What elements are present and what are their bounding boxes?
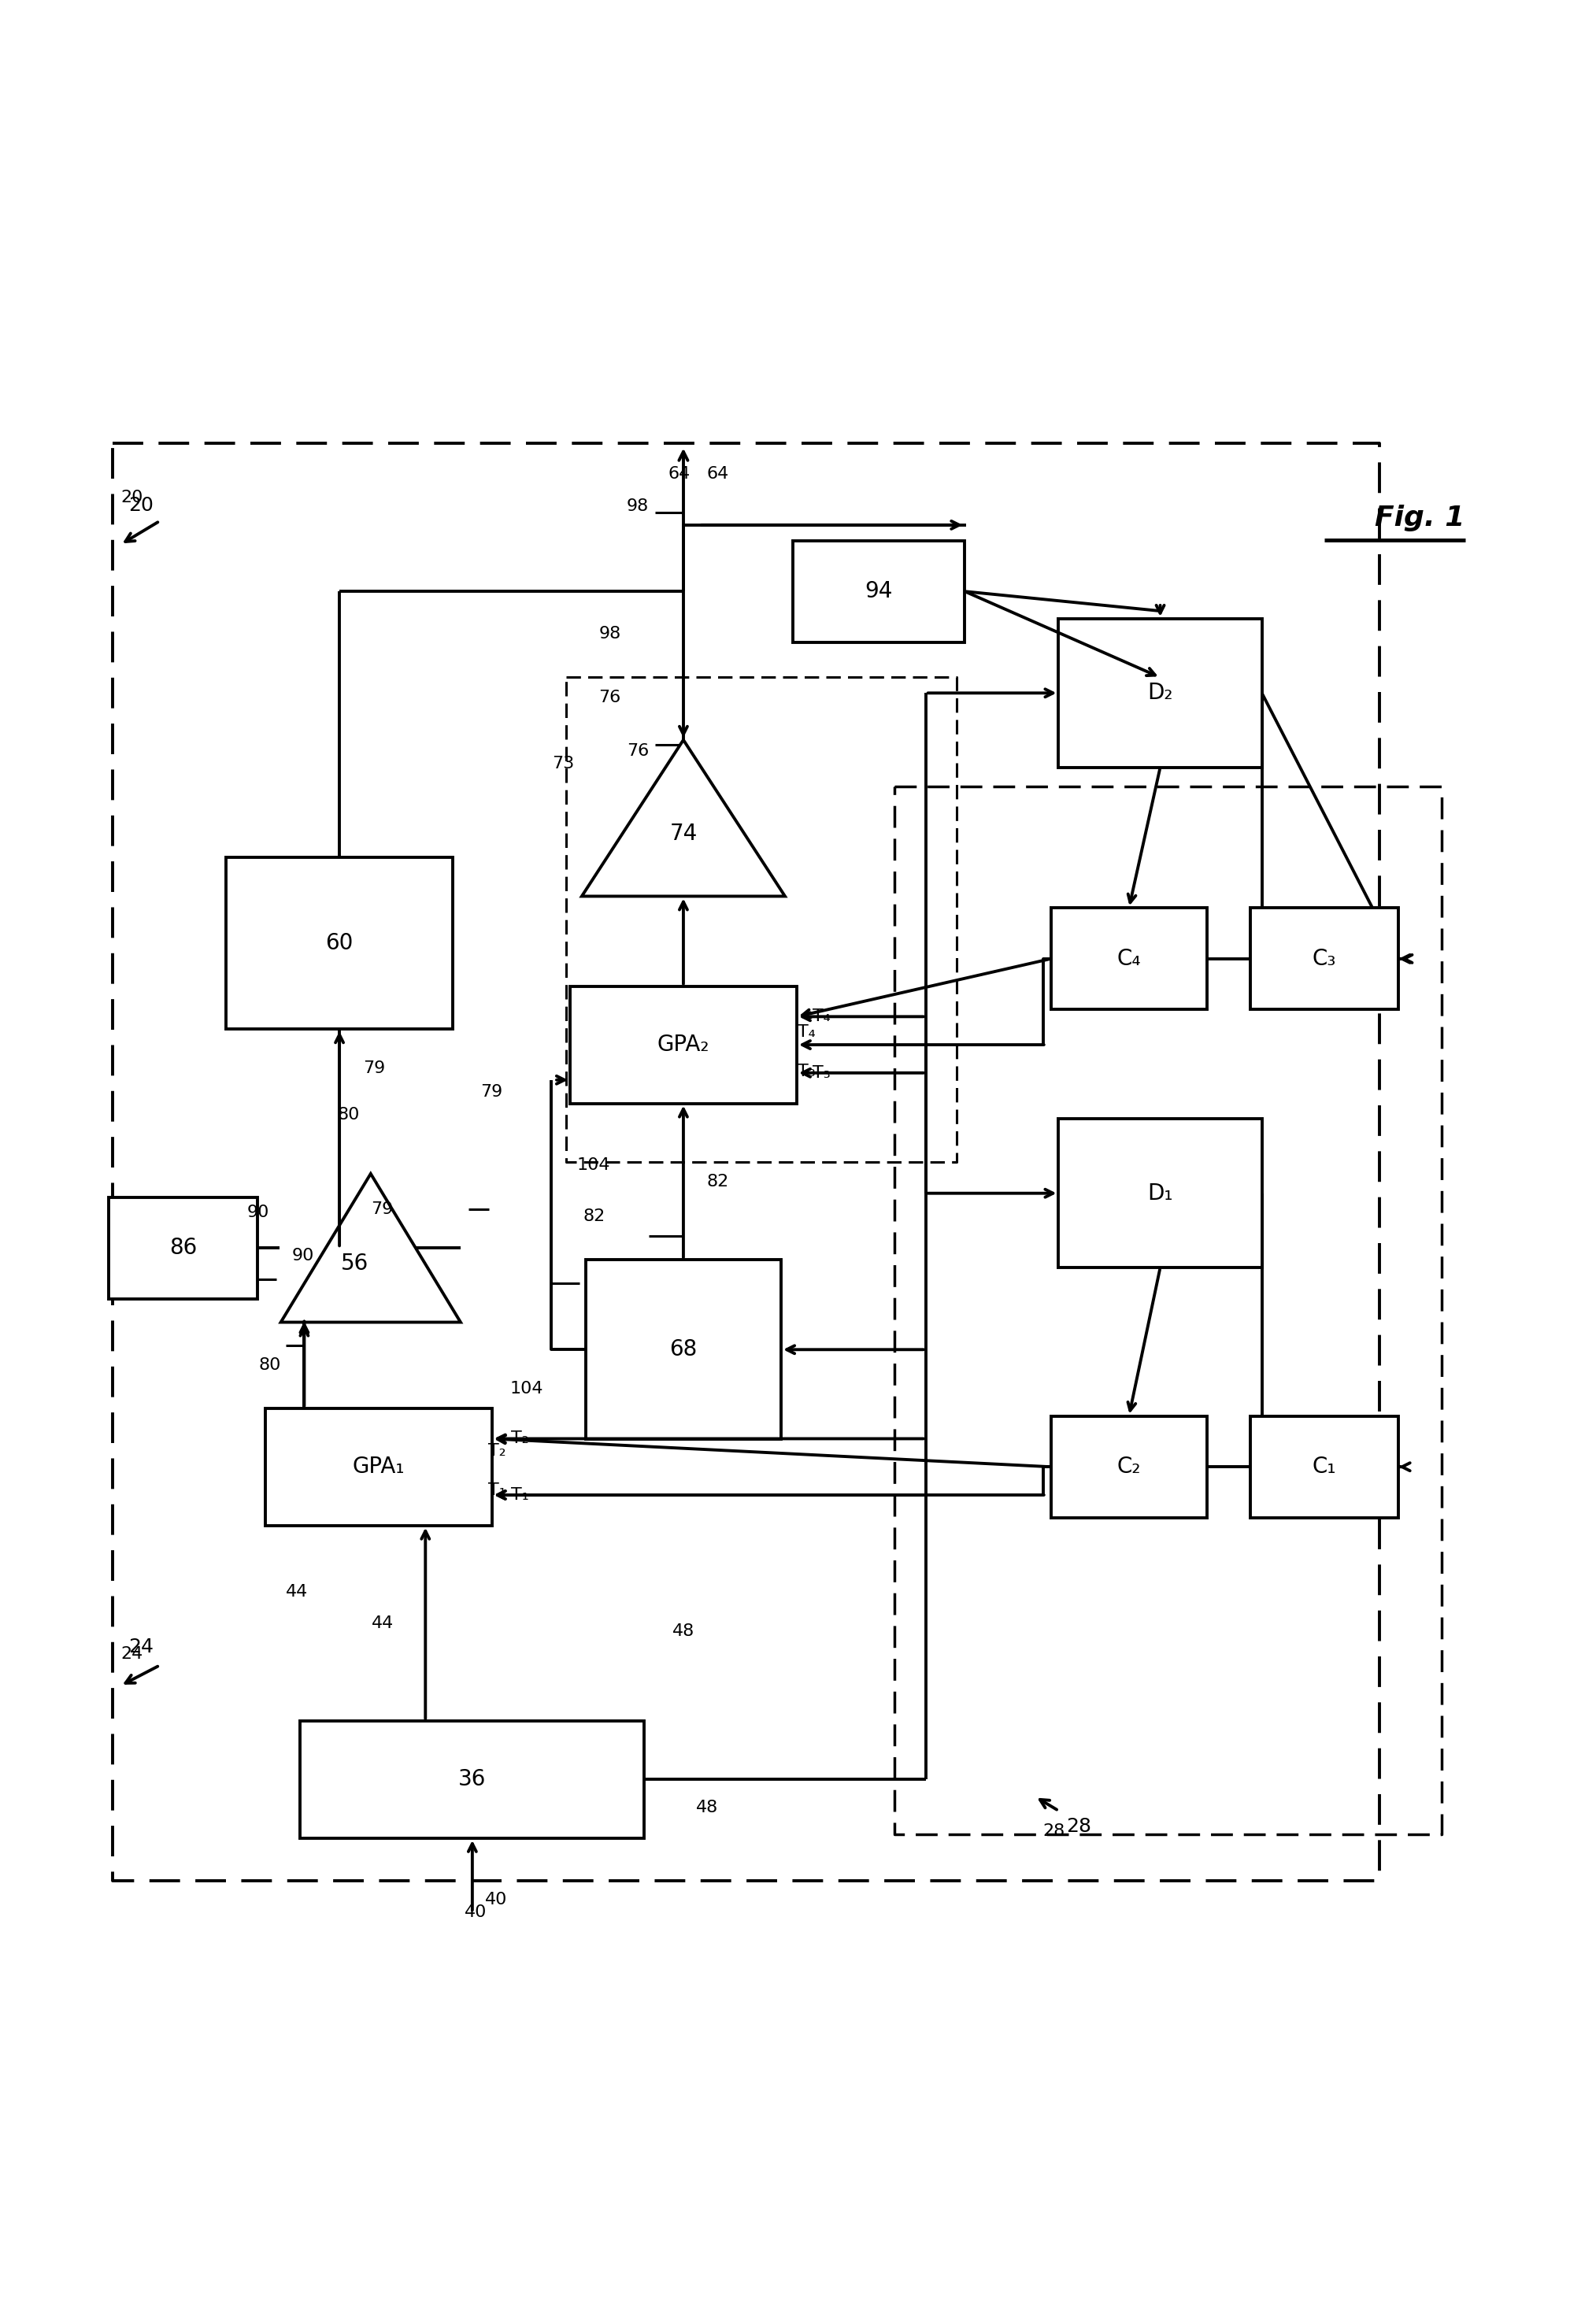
Text: 76: 76 <box>598 690 620 706</box>
Text: 28: 28 <box>1066 1817 1091 1836</box>
Text: 36: 36 <box>458 1769 487 1789</box>
Text: 24: 24 <box>129 1636 154 1657</box>
Text: 24: 24 <box>121 1645 143 1662</box>
Text: T₁: T₁ <box>510 1487 529 1504</box>
Text: 40: 40 <box>485 1892 507 1908</box>
Text: 44: 44 <box>372 1615 394 1631</box>
Text: 90: 90 <box>246 1204 270 1220</box>
Bar <box>586 1260 782 1439</box>
Polygon shape <box>281 1174 460 1322</box>
Text: 76: 76 <box>626 744 648 758</box>
Text: 79: 79 <box>480 1083 502 1099</box>
Text: 86: 86 <box>170 1236 196 1260</box>
Text: GPA₂: GPA₂ <box>658 1034 710 1055</box>
Text: C₂: C₂ <box>1116 1455 1141 1478</box>
Text: T₃: T₃ <box>812 1064 831 1081</box>
Text: 44: 44 <box>286 1585 308 1599</box>
Text: T₃: T₃ <box>798 1064 815 1078</box>
Text: 80: 80 <box>259 1357 281 1373</box>
Polygon shape <box>582 739 785 897</box>
Text: 82: 82 <box>707 1174 728 1190</box>
Text: D₁: D₁ <box>1148 1183 1173 1204</box>
Text: T₂: T₂ <box>510 1432 529 1446</box>
Bar <box>1050 909 1207 1009</box>
Text: Fig. 1: Fig. 1 <box>1375 504 1465 532</box>
Bar <box>1058 1120 1262 1267</box>
Text: 28: 28 <box>1042 1824 1064 1838</box>
Text: 20: 20 <box>121 490 143 507</box>
Text: 98: 98 <box>626 497 648 514</box>
Text: 82: 82 <box>582 1208 604 1225</box>
Text: 74: 74 <box>669 823 697 844</box>
Bar <box>1250 909 1399 1009</box>
Text: 40: 40 <box>465 1903 487 1920</box>
Text: 64: 64 <box>707 467 728 481</box>
Text: C₃: C₃ <box>1313 948 1336 969</box>
Text: 94: 94 <box>865 581 893 602</box>
Text: 98: 98 <box>598 625 620 641</box>
Text: T₄: T₄ <box>798 1025 815 1041</box>
Text: 104: 104 <box>576 1157 609 1174</box>
Text: 20: 20 <box>129 495 154 516</box>
Text: 79: 79 <box>363 1060 385 1076</box>
Text: T₁: T₁ <box>488 1483 506 1499</box>
Text: 48: 48 <box>696 1799 717 1815</box>
Text: C₄: C₄ <box>1116 948 1141 969</box>
Text: 56: 56 <box>341 1253 369 1274</box>
Bar <box>1058 618 1262 767</box>
Text: 73: 73 <box>551 755 575 772</box>
Text: 60: 60 <box>325 932 353 955</box>
Text: GPA₁: GPA₁ <box>352 1455 405 1478</box>
Text: 64: 64 <box>667 467 689 481</box>
Text: 48: 48 <box>672 1622 694 1638</box>
Bar <box>265 1408 491 1525</box>
Bar <box>108 1197 257 1299</box>
Bar <box>1250 1415 1399 1518</box>
Bar <box>793 541 966 641</box>
Text: 68: 68 <box>669 1339 697 1360</box>
Bar <box>1050 1415 1207 1518</box>
Bar <box>570 985 796 1104</box>
Text: C₁: C₁ <box>1313 1455 1336 1478</box>
Text: T₄: T₄ <box>812 1009 831 1025</box>
Text: D₂: D₂ <box>1148 681 1173 704</box>
Text: 104: 104 <box>510 1380 543 1397</box>
Text: 80: 80 <box>338 1106 360 1122</box>
Bar <box>300 1720 644 1838</box>
Bar <box>226 858 452 1030</box>
Text: T₂: T₂ <box>488 1443 506 1459</box>
Text: 79: 79 <box>371 1202 392 1218</box>
Text: 90: 90 <box>292 1248 314 1264</box>
